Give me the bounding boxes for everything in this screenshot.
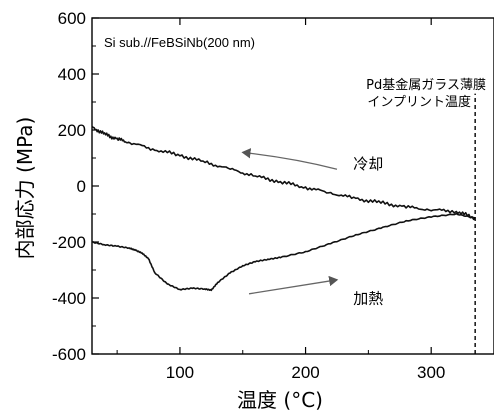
tick-labels: -600 -400 -200 0 200 400 600 100 200 300 [52,9,445,382]
y-tick-label: -200 [52,233,86,252]
plot-frame [91,17,494,355]
y-tick-label: 400 [58,65,86,84]
axes [91,17,494,355]
series-annotation-0: 冷却 [353,155,383,173]
x-tick-label: 100 [166,363,194,382]
x-axis-title: 温度 (°C) [237,388,323,412]
cooling-arrow [241,148,338,170]
series-line-0 [91,125,476,221]
y-tick-label: 200 [58,121,86,140]
y-tick-label: 600 [58,9,86,28]
series-annotation-1: 加熱 [353,290,383,308]
y-tick-label: -600 [52,345,86,364]
vline-label-line2: インプリント温度 [367,94,471,110]
x-tick-label: 300 [417,363,445,382]
y-tick-label: -400 [52,289,86,308]
y-axis-title: 内部応力 (MPa) [13,117,37,260]
series-line-1 [91,212,476,292]
tick-marks [92,17,494,355]
vline-label-line1: Pd基金属ガラス薄膜 [366,77,486,93]
heating-arrow [248,275,339,295]
x-tick-label: 200 [291,363,319,382]
y-tick-label: 0 [77,177,86,196]
sample-label: Si sub.//FeBSiNb(200 nm) [104,35,255,50]
series-layer [91,93,476,354]
